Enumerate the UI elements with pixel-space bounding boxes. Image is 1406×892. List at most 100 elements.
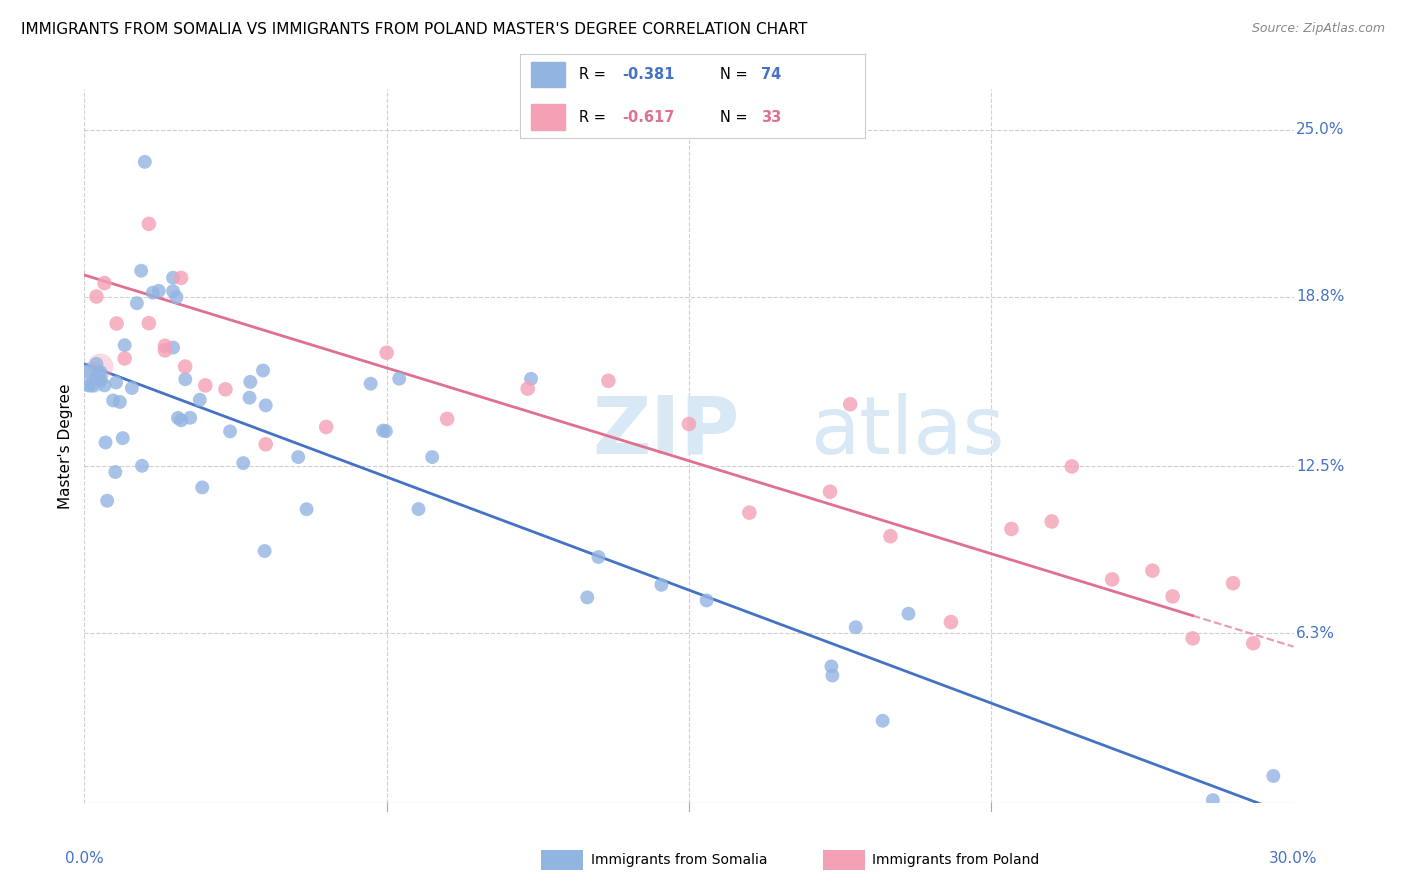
Point [588,549,610,564]
Point [105,376,128,390]
Point [174,359,197,374]
Point [93,276,115,290]
Point [170,413,193,427]
Text: Immigrants from Somalia: Immigrants from Somalia [591,853,768,867]
Point [86,289,108,303]
Point [179,410,201,425]
Text: -0.381: -0.381 [621,67,675,82]
Point [254,398,277,412]
Point [153,339,176,353]
Point [153,343,176,358]
Point [1181,632,1204,646]
Point [138,316,160,330]
Text: 6.3%: 6.3% [1296,625,1334,640]
Point [105,317,128,331]
Point [138,217,160,231]
Point [420,450,443,464]
Point [315,420,337,434]
Point [650,578,672,592]
Point [174,372,197,386]
Text: Source: ZipAtlas.com: Source: ZipAtlas.com [1251,22,1385,36]
Point [897,607,920,621]
Point [252,363,274,377]
Point [93,378,115,392]
Text: 12.5%: 12.5% [1296,458,1344,474]
Point [1202,793,1225,807]
Point [166,290,188,304]
Point [104,465,127,479]
Point [82,378,104,392]
Point [191,480,214,494]
Point [194,378,217,392]
Point [374,424,396,438]
Point [239,375,262,389]
Text: R =: R = [579,67,610,82]
Point [162,341,184,355]
Point [287,450,309,464]
Point [408,502,430,516]
Point [219,425,242,439]
Point [108,395,131,409]
Point [879,529,901,543]
Point [1161,590,1184,604]
Point [162,284,184,298]
Point [142,285,165,300]
Point [162,270,184,285]
Point [89,359,111,374]
Point [134,155,156,169]
Y-axis label: Master's Degree: Master's Degree [58,384,73,508]
Point [839,397,862,411]
Point [94,435,117,450]
Text: Immigrants from Poland: Immigrants from Poland [872,853,1039,867]
Point [214,382,236,396]
Text: 74: 74 [762,67,782,82]
Point [131,458,153,473]
Point [388,372,411,386]
Point [114,351,136,366]
Point [576,591,599,605]
Point [188,392,211,407]
Point [678,417,700,431]
Text: -0.617: -0.617 [621,110,675,125]
Point [1000,522,1022,536]
Point [1222,576,1244,591]
Point [516,382,538,396]
Point [939,615,962,629]
Point [77,378,100,392]
Point [114,338,136,352]
Point [1040,515,1063,529]
Point [295,502,318,516]
Text: R =: R = [579,110,610,125]
Point [1101,573,1123,587]
Text: 25.0%: 25.0% [1296,122,1344,137]
Point [598,374,620,388]
Point [820,659,842,673]
Point [1060,459,1083,474]
Point [89,373,111,387]
Point [125,296,148,310]
Point [696,593,718,607]
Point [1241,636,1264,650]
Point [101,393,124,408]
Text: 18.8%: 18.8% [1296,289,1344,304]
Text: N =: N = [720,67,752,82]
Point [86,370,108,384]
Point [77,365,100,379]
Bar [530,104,565,130]
Text: 30.0%: 30.0% [1270,851,1317,866]
Point [253,544,276,558]
Point [1263,769,1285,783]
Point [872,714,894,728]
Point [845,620,868,634]
Point [96,493,118,508]
Point [148,284,170,298]
Point [360,376,382,391]
Text: 0.0%: 0.0% [65,851,104,866]
Point [86,357,108,371]
Point [375,345,398,359]
Point [89,365,111,379]
Text: IMMIGRANTS FROM SOMALIA VS IMMIGRANTS FROM POLAND MASTER'S DEGREE CORRELATION CH: IMMIGRANTS FROM SOMALIA VS IMMIGRANTS FR… [21,22,807,37]
Bar [530,62,565,87]
Point [111,431,134,445]
Point [821,668,844,682]
